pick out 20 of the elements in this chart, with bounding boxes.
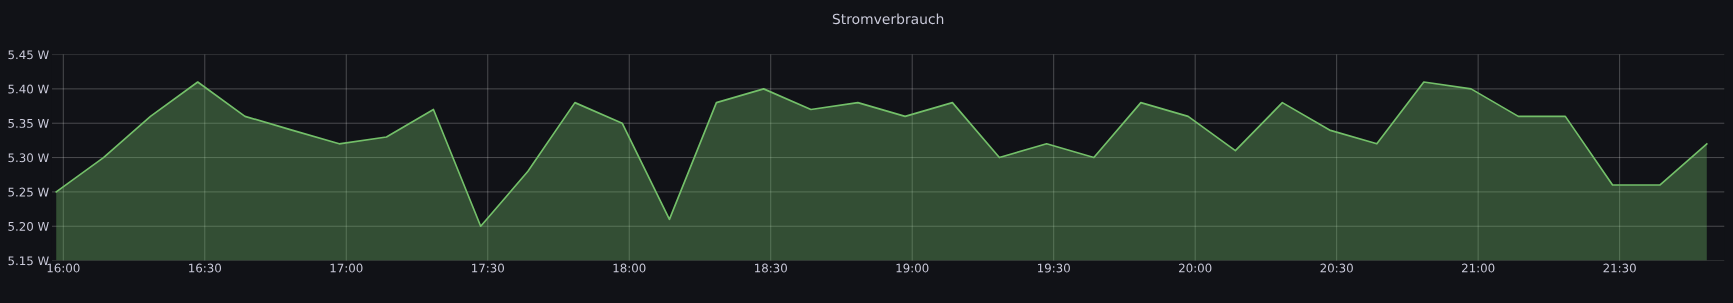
x-tick-label: 19:30 xyxy=(1037,263,1070,273)
x-tick-label: 20:00 xyxy=(1179,263,1212,273)
x-tick-label: 21:30 xyxy=(1603,263,1636,273)
y-tick-label: 5.35 W xyxy=(8,118,49,128)
y-tick-label: 5.40 W xyxy=(8,84,49,94)
x-tick-label: 21:00 xyxy=(1462,263,1495,273)
x-tick-label: 17:00 xyxy=(330,263,363,273)
chart-title: Stromverbrauch xyxy=(832,13,944,25)
x-tick-label: 18:00 xyxy=(613,263,646,273)
y-tick-label: 5.30 W xyxy=(8,153,49,163)
y-tick-label: 5.25 W xyxy=(8,187,49,197)
x-tick-label: 17:30 xyxy=(472,263,504,273)
x-tick-label: 18:30 xyxy=(755,263,787,273)
y-tick-label: 5.15 W xyxy=(8,256,49,266)
x-tick-label: 16:30 xyxy=(189,263,222,273)
x-tick-label: 19:00 xyxy=(896,263,929,273)
x-tick-label: 20:30 xyxy=(1320,263,1353,273)
y-tick-label: 5.20 W xyxy=(8,221,49,231)
x-tick-label: 16:00 xyxy=(47,263,80,273)
y-tick-label: 5.45 W xyxy=(8,50,49,60)
